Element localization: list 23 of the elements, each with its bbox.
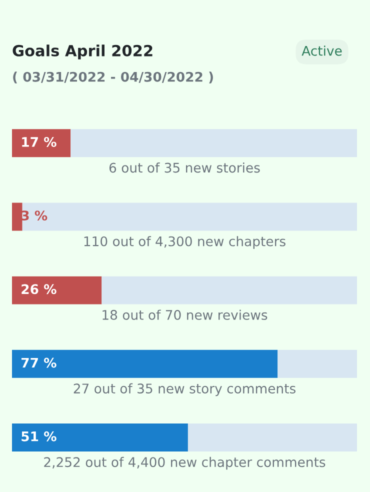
chart-title: Goals April 2022	[12, 44, 152, 60]
bar	[70, 129, 357, 158]
data-label: 17 %	[22, 136, 56, 147]
y-tick-label: 110 out of 4,300 new chapters	[84, 236, 286, 249]
bar	[278, 350, 357, 378]
bar	[12, 129, 71, 158]
bar	[12, 424, 188, 452]
y-tick-label: 6 out of 35 new stories	[109, 162, 260, 173]
y-tick-label: 2,252 out of 4,400 new chapter comments	[44, 456, 326, 470]
data-label: 77 %	[22, 358, 56, 368]
y-tick-label: 18 out of 70 new reviews	[102, 310, 268, 320]
data-label: 51 %	[22, 431, 56, 442]
chart-subtitle: ( 03/31/2022 - 04/30/2022 )	[13, 72, 213, 84]
y-tick-label: 27 out of 35 new story comments	[74, 383, 296, 396]
bar	[22, 202, 357, 231]
data-label: 3 %	[22, 210, 48, 221]
text: Active	[302, 46, 342, 56]
bar	[102, 276, 357, 304]
bar	[12, 202, 22, 231]
bar	[188, 424, 357, 452]
bar	[12, 350, 278, 378]
data-label: 26 %	[22, 284, 56, 294]
bar	[12, 276, 102, 304]
